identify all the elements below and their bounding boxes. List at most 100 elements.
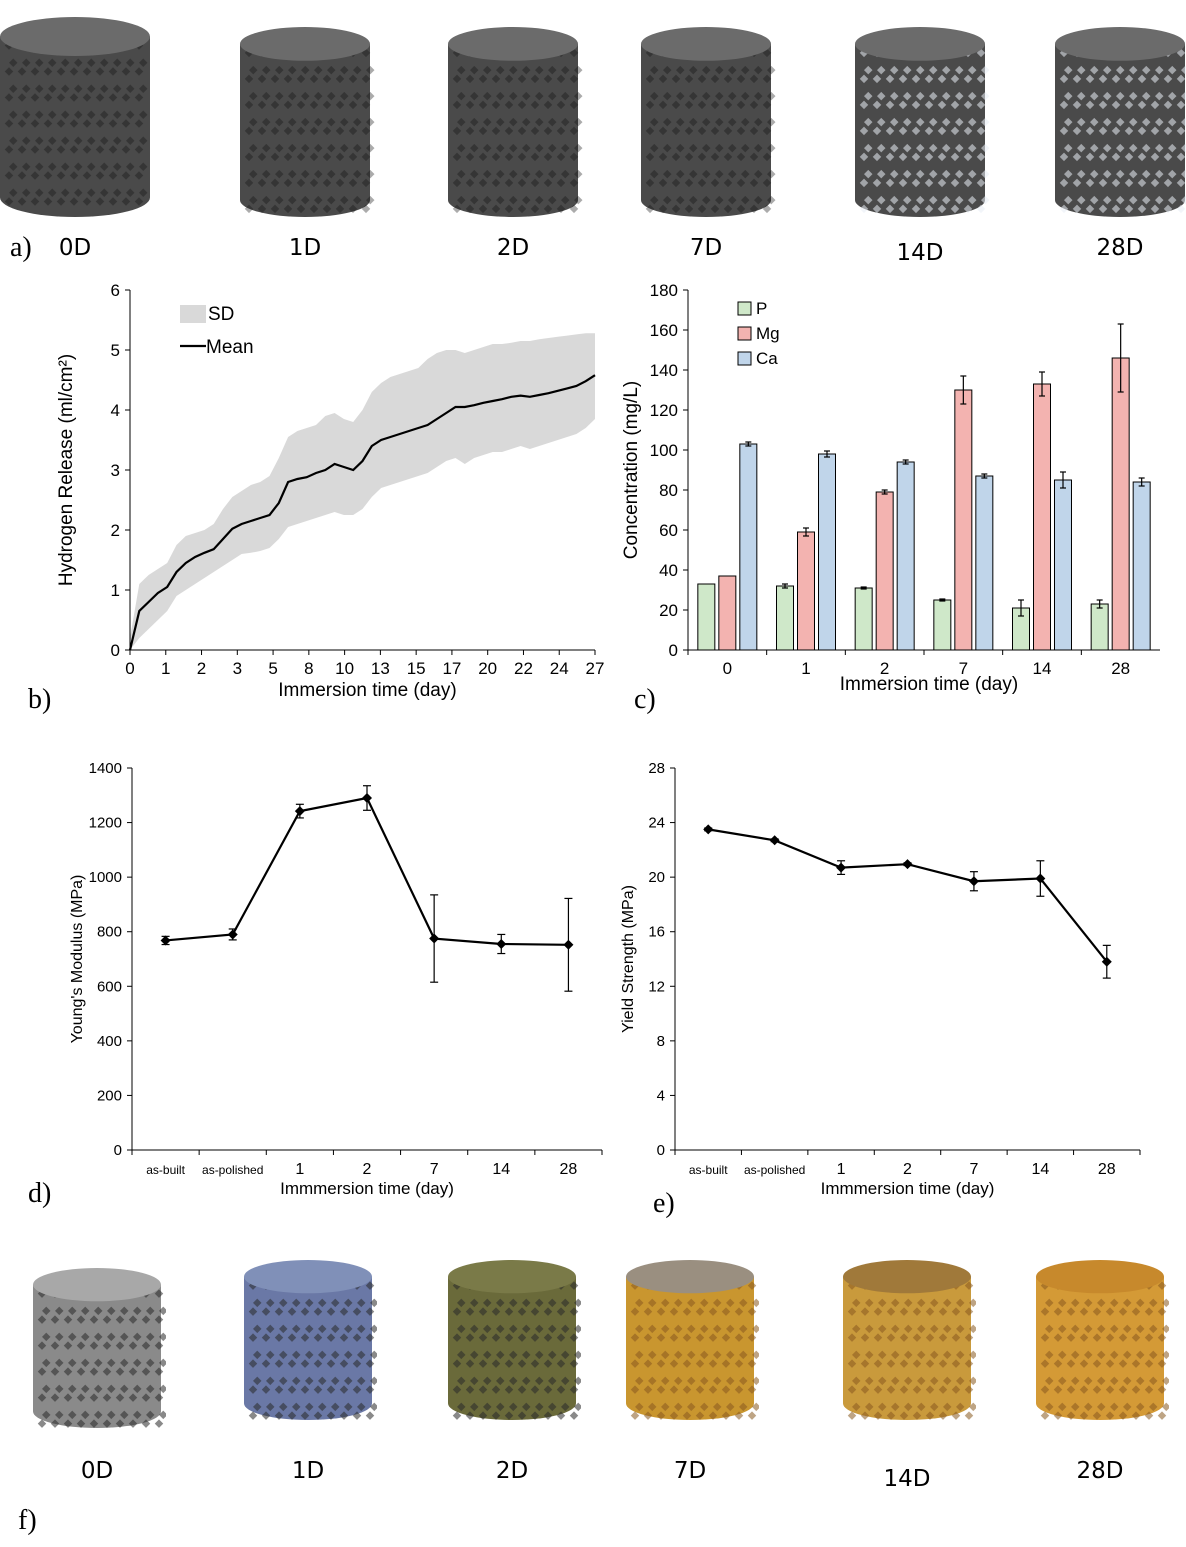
y-axis-label: Young's Modulus (MPa): [69, 875, 86, 1044]
scaffold-top-14D: [855, 27, 990, 218]
x-tick-label: 8: [304, 659, 313, 678]
y-tick-label: 600: [97, 978, 122, 995]
x-tick-label: 0: [723, 659, 732, 678]
y-tick-label: 80: [659, 481, 678, 500]
scaffold-bottom-2D: [448, 1260, 581, 1420]
y-tick-label: 40: [659, 561, 678, 580]
scaffold-top: [843, 1260, 971, 1294]
x-tick-label: 2: [903, 1161, 912, 1178]
data-point: [429, 933, 440, 944]
y-axis-label: Yield Strength (MPa): [620, 885, 637, 1033]
y-tick-label: 20: [659, 601, 678, 620]
legend-P-label: P: [756, 299, 767, 318]
scaffold-body: [626, 1276, 754, 1420]
legend-Ca-label: Ca: [756, 349, 778, 368]
bar-Mg: [875, 491, 894, 651]
sample-label: 2D: [496, 235, 530, 261]
y-tick-label: 24: [648, 815, 665, 832]
scaffold-top: [244, 1260, 372, 1294]
y-tick-label: 0: [114, 1142, 122, 1159]
legend-Mg-label: Mg: [756, 324, 780, 343]
x-tick-label: 15: [407, 659, 426, 678]
scaffold-body: [855, 43, 985, 218]
scaffold-body: [448, 1276, 576, 1420]
chart-ion-concentration: 0 20 40 60 80 100 120 140 160 180 0 1 2 7 14 28 Immersio…: [621, 281, 1160, 695]
scaffold-top-7D: [641, 27, 776, 218]
scaffold-top: [240, 27, 370, 61]
scaffold-body: [244, 1276, 372, 1420]
bar-Ca: [739, 443, 758, 651]
chart-youngs-modulus: 0 200 400 600 800 1000 1200 1400 as-built as-poli…: [69, 760, 603, 1198]
x-tick-label: 2: [880, 659, 889, 678]
sample-label: 7D: [673, 1458, 707, 1484]
scaffold-top: [855, 27, 985, 61]
data-point: [496, 938, 507, 949]
x-tick-label: 2: [363, 1161, 372, 1178]
x-tick-label: 0: [125, 659, 134, 678]
y-axis-label: Concentration (mg/L): [621, 381, 642, 559]
data-point: [160, 935, 171, 946]
bar-Mg: [797, 531, 815, 651]
y-tick-label: 180: [650, 281, 678, 300]
scaffold-body: [1055, 43, 1185, 218]
scaffold-body: [641, 43, 771, 218]
legend-P-swatch: [737, 301, 752, 316]
sample-label: 2D: [495, 1458, 529, 1484]
x-tick-label: 10: [335, 659, 354, 678]
scaffold-bottom-14D: [843, 1260, 976, 1420]
bar-Mg: [1111, 357, 1130, 651]
x-tick-label: 14: [492, 1161, 510, 1178]
scaffold-body: [33, 1284, 161, 1428]
y-tick-label: 800: [97, 924, 122, 941]
scaffold-top: [33, 1268, 161, 1302]
x-tick-label: 1: [161, 659, 170, 678]
y-tick-label: 4: [657, 1087, 665, 1104]
sample-label: 14D: [883, 1466, 931, 1492]
y-tick-label: 0: [111, 641, 120, 660]
sample-label: 28D: [1096, 235, 1144, 261]
scaffold-body: [240, 43, 370, 218]
scaffold-top-0D: [0, 17, 150, 217]
x-tick-label: 7: [969, 1161, 978, 1178]
sample-label: 7D: [689, 235, 723, 261]
x-axis-label: Immmersion time (day): [280, 1179, 454, 1198]
bar-Ca: [1132, 481, 1151, 651]
data-point: [227, 929, 238, 940]
x-tick-label: as-polished: [744, 1163, 805, 1177]
x-tick-label: 1: [837, 1161, 846, 1178]
x-tick-label: 24: [550, 659, 569, 678]
x-tick-label: 14: [1033, 659, 1052, 678]
scaffold-bottom-0D: [33, 1268, 166, 1428]
bar-Ca: [818, 453, 836, 651]
scaffold-top-1D: [240, 27, 375, 218]
legend-Mg-swatch: [737, 326, 752, 341]
x-tick-label: as-built: [146, 1163, 185, 1177]
x-tick-label: 27: [586, 659, 605, 678]
y-tick-label: 1400: [89, 760, 122, 777]
x-tick-label: 1: [295, 1161, 304, 1178]
scaffold-bottom-7D: [626, 1260, 759, 1420]
y-tick-label: 0: [657, 1142, 665, 1159]
x-tick-label: 17: [442, 659, 461, 678]
y-tick-label: 120: [650, 401, 678, 420]
scaffold-body: [448, 43, 578, 218]
y-tick-label: 1000: [89, 869, 122, 886]
x-tick-label: 20: [478, 659, 497, 678]
y-tick-label: 140: [650, 361, 678, 380]
data-point: [563, 939, 574, 950]
legend-Ca-swatch: [737, 351, 752, 366]
mean-line: [128, 374, 596, 651]
y-tick-label: 8: [657, 1033, 665, 1050]
y-tick-label: 12: [648, 978, 665, 995]
x-tick-label: 28: [1111, 659, 1130, 678]
y-tick-label: 16: [648, 924, 665, 941]
scaffold-top: [626, 1260, 754, 1294]
bar-Mg: [718, 575, 737, 651]
y-tick-label: 20: [648, 869, 665, 886]
panel-label-b: b): [28, 684, 52, 715]
x-tick-label: 28: [1098, 1161, 1116, 1178]
scaffold-top: [1055, 27, 1185, 61]
panel-label-a: a): [10, 232, 32, 263]
